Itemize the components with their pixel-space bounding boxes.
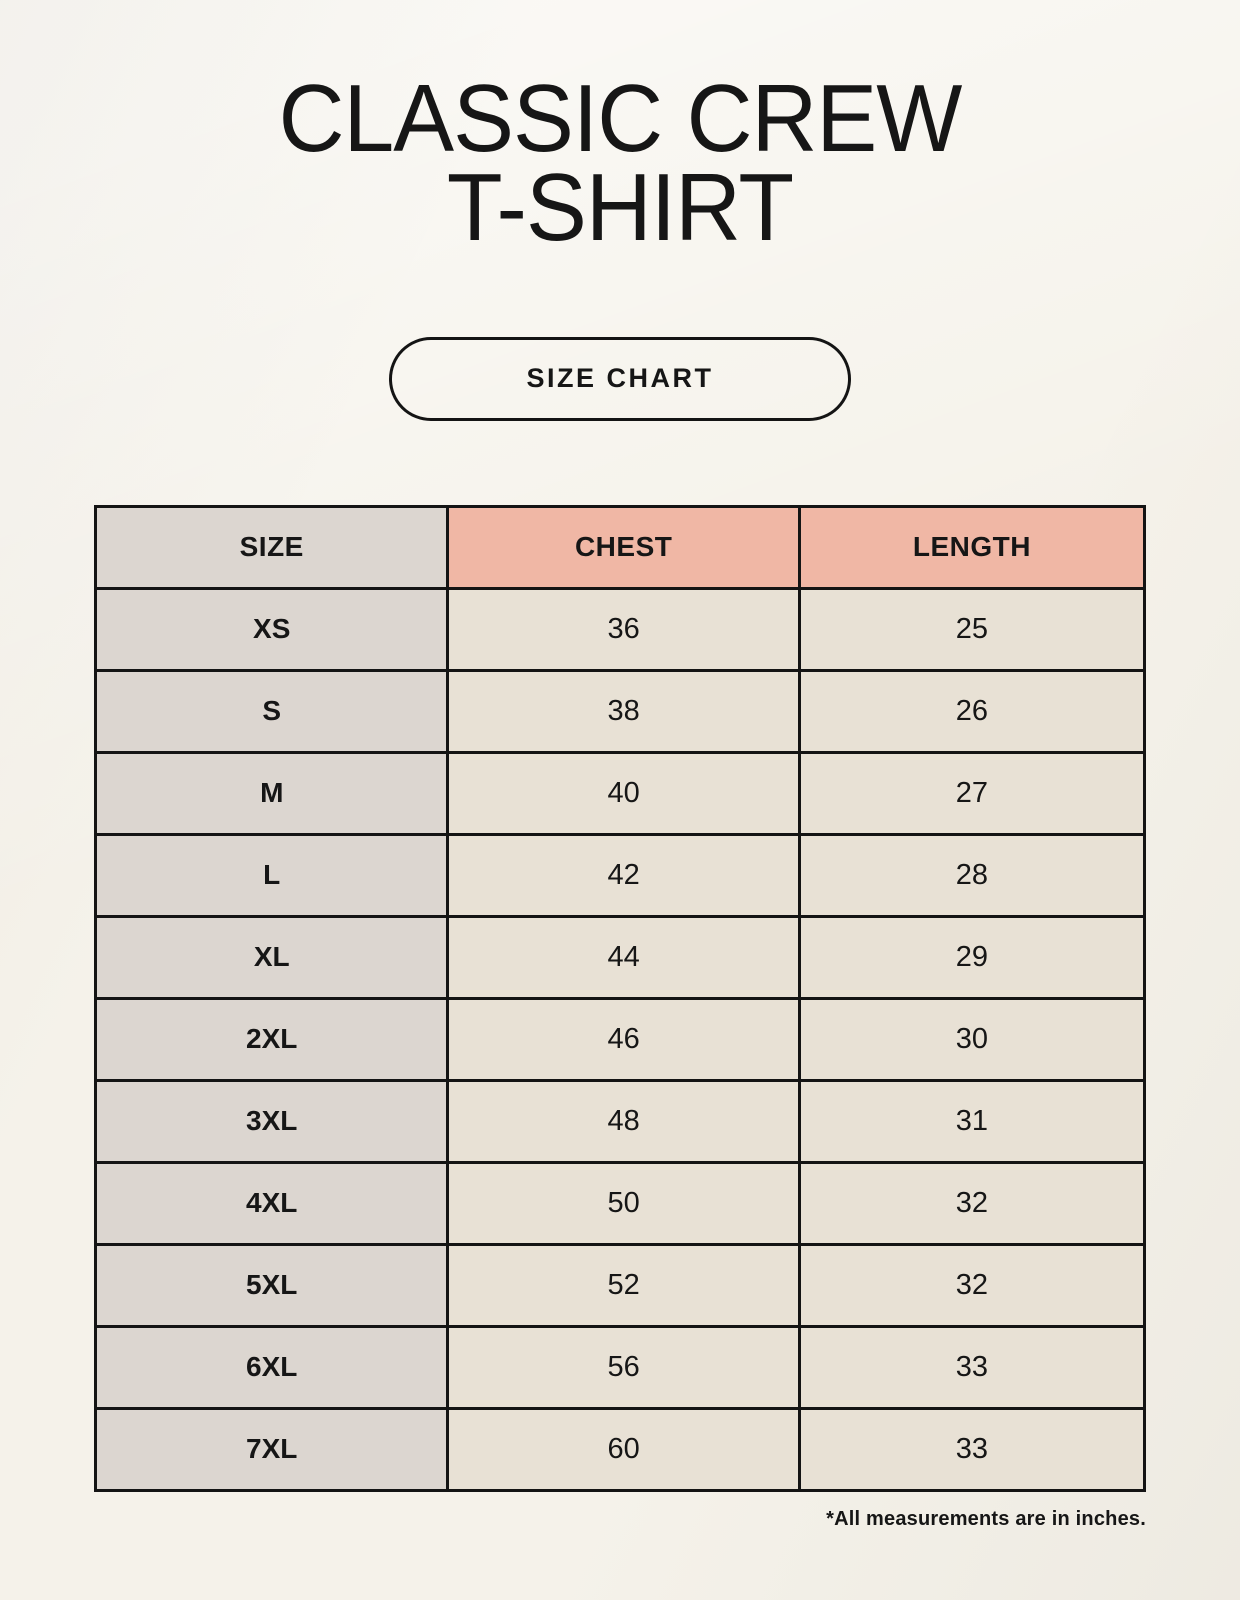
size-cell: M <box>93 750 450 836</box>
length-cell: 32 <box>797 1242 1147 1328</box>
column-header-chest: CHEST <box>446 504 801 590</box>
length-cell: 25 <box>797 586 1147 672</box>
column-header-length: LENGTH <box>797 504 1147 590</box>
page-title: CLASSIC CREW T-SHIRT <box>31 71 1209 256</box>
table-row: 3XL 48 31 <box>93 1078 1147 1164</box>
table-row: XL 44 29 <box>93 914 1147 1000</box>
size-cell: 5XL <box>93 1242 450 1328</box>
chest-cell: 48 <box>446 1078 801 1164</box>
length-cell: 33 <box>797 1406 1147 1492</box>
page-title-line2: T-SHIRT <box>446 154 794 262</box>
chest-cell: 36 <box>446 586 801 672</box>
size-cell: XS <box>93 586 450 672</box>
column-header-size: SIZE <box>93 504 450 590</box>
chest-cell: 44 <box>446 914 801 1000</box>
chest-cell: 46 <box>446 996 801 1082</box>
chest-cell: 42 <box>446 832 801 918</box>
size-cell: 3XL <box>93 1078 450 1164</box>
table-row: 6XL 56 33 <box>93 1324 1147 1410</box>
length-cell: 30 <box>797 996 1147 1082</box>
length-cell: 31 <box>797 1078 1147 1164</box>
chest-cell: 38 <box>446 668 801 754</box>
length-cell: 29 <box>797 914 1147 1000</box>
chest-cell: 60 <box>446 1406 801 1492</box>
size-cell: S <box>93 668 450 754</box>
chest-cell: 52 <box>446 1242 801 1328</box>
table-row: 5XL 52 32 <box>93 1242 1147 1328</box>
measurements-footnote: *All measurements are in inches. <box>826 1507 1146 1530</box>
page-title-line1: CLASSIC CREW <box>278 65 963 172</box>
size-cell: 7XL <box>93 1406 450 1492</box>
table-row: XS 36 25 <box>93 586 1147 672</box>
size-cell: L <box>93 832 450 918</box>
chest-cell: 56 <box>446 1324 801 1410</box>
length-cell: 32 <box>797 1160 1147 1246</box>
size-cell: 4XL <box>93 1160 450 1246</box>
size-chart-button[interactable]: SIZE CHART <box>389 336 851 421</box>
table-row: 4XL 50 32 <box>93 1160 1147 1246</box>
table-row: 2XL 46 30 <box>93 996 1147 1082</box>
size-cell: 2XL <box>93 996 450 1082</box>
table-row: M 40 27 <box>93 750 1147 836</box>
chest-cell: 40 <box>446 750 801 836</box>
size-cell: 6XL <box>93 1324 450 1410</box>
table-header-row: SIZE CHEST LENGTH <box>93 504 1147 590</box>
table-row: 7XL 60 33 <box>93 1406 1147 1492</box>
chest-cell: 50 <box>446 1160 801 1246</box>
length-cell: 28 <box>797 832 1147 918</box>
table-row: L 42 28 <box>93 832 1147 918</box>
length-cell: 27 <box>797 750 1147 836</box>
length-cell: 26 <box>797 668 1147 754</box>
length-cell: 33 <box>797 1324 1147 1410</box>
size-cell: XL <box>93 914 450 1000</box>
table-row: S 38 26 <box>93 668 1147 754</box>
size-chart-table: SIZE CHEST LENGTH XS 36 25 S 38 26 M 40 … <box>93 504 1147 1492</box>
